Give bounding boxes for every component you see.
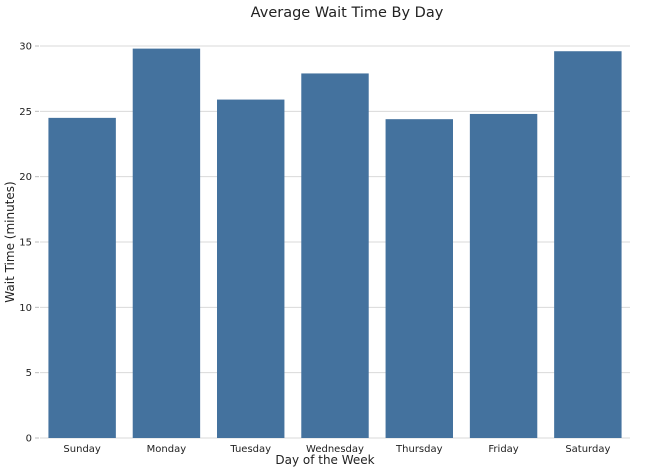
y-tick-label: 5 <box>26 368 32 379</box>
y-tick-label: 10 <box>19 303 32 314</box>
bar-monday <box>132 48 201 438</box>
x-tick-label: Saturday <box>565 444 610 455</box>
bar-tuesday <box>217 99 285 438</box>
x-tick-label: Tuesday <box>229 444 271 455</box>
y-tick-label: 20 <box>19 172 32 183</box>
bar-sunday <box>48 117 116 438</box>
x-tick-label: Monday <box>147 444 187 455</box>
x-tick-label: Sunday <box>63 444 100 455</box>
y-tick-label: 30 <box>19 42 32 53</box>
chart-title: Average Wait Time By Day <box>251 5 444 21</box>
bar-wednesday <box>301 73 369 438</box>
y-axis-label: Wait Time (minutes) <box>3 181 17 302</box>
x-tick-label: Wednesday <box>306 444 364 455</box>
x-tick-label: Friday <box>488 444 518 455</box>
x-tick-labels: Sunday Monday Tuesday Wednesday Thursday Frid… <box>63 444 610 455</box>
bars <box>48 48 622 439</box>
bar-saturday <box>554 51 622 439</box>
x-axis-label: Day of the Week <box>275 453 374 467</box>
bar-thursday <box>385 119 453 438</box>
y-tick-label: 25 <box>19 107 32 118</box>
y-tick-label: 15 <box>19 238 32 249</box>
bar-friday <box>469 113 538 439</box>
y-tick-label: 0 <box>26 434 32 445</box>
y-tick-labels: 0 5 10 15 20 25 30 <box>19 42 32 445</box>
x-tick-label: Thursday <box>395 444 443 455</box>
